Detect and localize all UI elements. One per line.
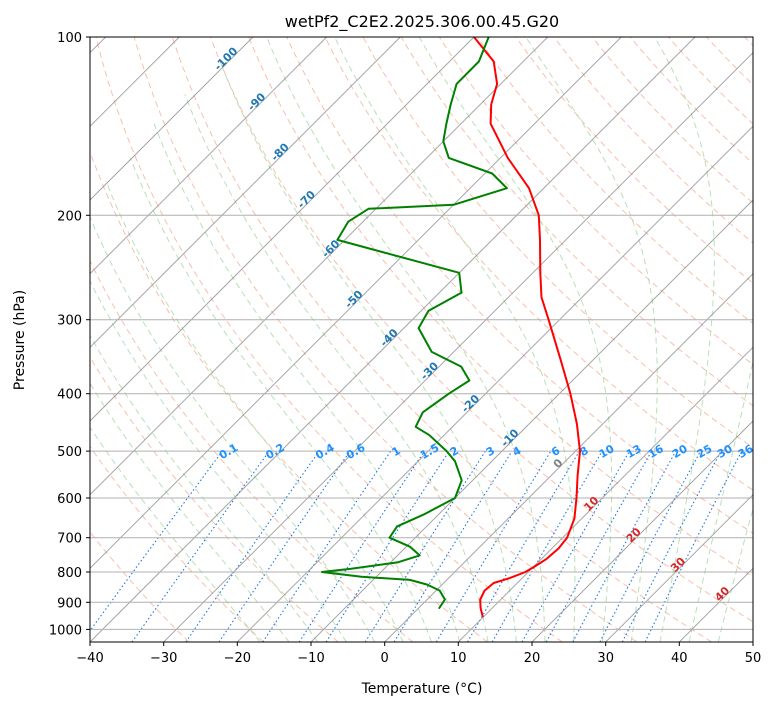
plot-background xyxy=(90,37,753,642)
isotherm xyxy=(90,37,254,201)
y-axis-label: Pressure (hPa) xyxy=(12,290,28,390)
x-tick-label: −30 xyxy=(150,651,177,666)
dry-adiabat xyxy=(515,37,753,284)
y-tick-label: 600 xyxy=(57,492,82,507)
isotherm xyxy=(605,493,753,642)
y-tick-label: 800 xyxy=(57,566,82,581)
moist-adiabat xyxy=(418,37,613,642)
isotherm xyxy=(90,37,549,496)
dry-adiabat xyxy=(477,37,753,325)
y-tick-label: 300 xyxy=(57,314,82,329)
isotherm xyxy=(163,51,753,642)
moist-adiabat xyxy=(90,334,319,642)
dry-adiabat xyxy=(90,445,264,642)
x-tick-label: 40 xyxy=(671,651,688,666)
x-tick-label: 10 xyxy=(450,651,467,666)
isotherm xyxy=(457,346,753,642)
moist-adiabat xyxy=(184,94,489,642)
mixing-ratio-line xyxy=(185,450,320,642)
dry-adiabat xyxy=(248,37,753,578)
y-tick-label: 100 xyxy=(57,31,82,46)
dry-adiabat xyxy=(400,37,753,407)
y-tick-label: 200 xyxy=(57,209,82,224)
dry-adiabat xyxy=(324,37,753,491)
mixing-ratio-line xyxy=(393,450,513,642)
moist-adiabat xyxy=(90,382,290,642)
dry-adiabat xyxy=(171,37,712,642)
isotherm xyxy=(310,199,753,642)
mixing-ratio-line xyxy=(521,450,630,642)
isotherm xyxy=(90,37,401,349)
isotherm xyxy=(531,420,753,642)
isotherm xyxy=(90,37,328,275)
moist-adiabat xyxy=(688,358,753,642)
x-tick-label: 30 xyxy=(597,651,614,666)
mixing-ratio-line xyxy=(218,450,351,642)
dry-adiabats xyxy=(90,37,753,642)
dry-adiabat xyxy=(591,37,753,204)
x-tick-label: −40 xyxy=(76,651,103,666)
x-axis-label: Temperature (°C) xyxy=(361,681,483,697)
dry-adiabat xyxy=(133,37,638,642)
x-tick-label: 0 xyxy=(381,651,389,666)
mixing-ratio-line xyxy=(90,450,223,632)
moist-adiabat xyxy=(334,37,576,642)
isotherm xyxy=(90,37,696,642)
isotherms xyxy=(90,37,753,642)
x-tick-label: −20 xyxy=(224,651,251,666)
y-tick-label: 500 xyxy=(57,445,82,460)
y-tick-label: 700 xyxy=(57,532,82,547)
mixing-ratio-line xyxy=(364,450,486,642)
y-axis-ticks: 100 200 300 400 500 600 700 800 900 1000 xyxy=(49,31,90,638)
mixing-ratio-lines xyxy=(90,450,743,642)
x-tick-label: 20 xyxy=(524,651,541,666)
chart-title: wetPf2_C2E2.2025.306.00.45.G20 xyxy=(285,12,559,32)
y-tick-label: 1000 xyxy=(49,623,82,638)
mixing-ratio-line xyxy=(467,450,580,642)
isotherm xyxy=(90,37,622,570)
pressure-gridlines xyxy=(90,37,753,630)
isotherm xyxy=(236,125,753,642)
isotherm xyxy=(90,37,475,422)
dry-adiabat xyxy=(90,259,414,642)
moist-adiabat xyxy=(105,180,404,642)
mixing-ratio-line xyxy=(325,450,450,642)
moist-adiabat xyxy=(266,37,546,642)
isotherm xyxy=(384,272,753,642)
moist-adiabat xyxy=(90,279,347,642)
isotherm xyxy=(752,641,753,642)
mixing-ratio-line xyxy=(435,450,552,642)
mixing-ratio-line xyxy=(491,450,603,642)
x-tick-label: −10 xyxy=(297,651,324,666)
dry-adiabat xyxy=(629,37,753,165)
moist-adiabat xyxy=(525,37,658,642)
moist-adiabat xyxy=(654,37,715,642)
x-axis-ticks: −40 −30 −20 −10 0 10 20 30 40 50 xyxy=(76,642,761,666)
moist-adiabat xyxy=(219,61,517,642)
dry-adiabat xyxy=(95,37,563,642)
dewpoint-line xyxy=(321,37,508,609)
plot-frame xyxy=(89,36,754,643)
moist-adiabat xyxy=(90,215,376,642)
mixing-ratio-line xyxy=(131,450,270,642)
y-tick-label: 400 xyxy=(57,388,82,403)
dry-adiabat xyxy=(210,37,753,623)
temperature-line xyxy=(473,37,581,618)
mixing-ratio-line xyxy=(572,450,677,642)
moist-adiabat xyxy=(717,506,753,642)
moist-adiabat xyxy=(90,426,261,642)
y-tick-label: 900 xyxy=(57,596,82,611)
profile-series xyxy=(321,37,581,618)
x-tick-label: 50 xyxy=(745,651,762,666)
